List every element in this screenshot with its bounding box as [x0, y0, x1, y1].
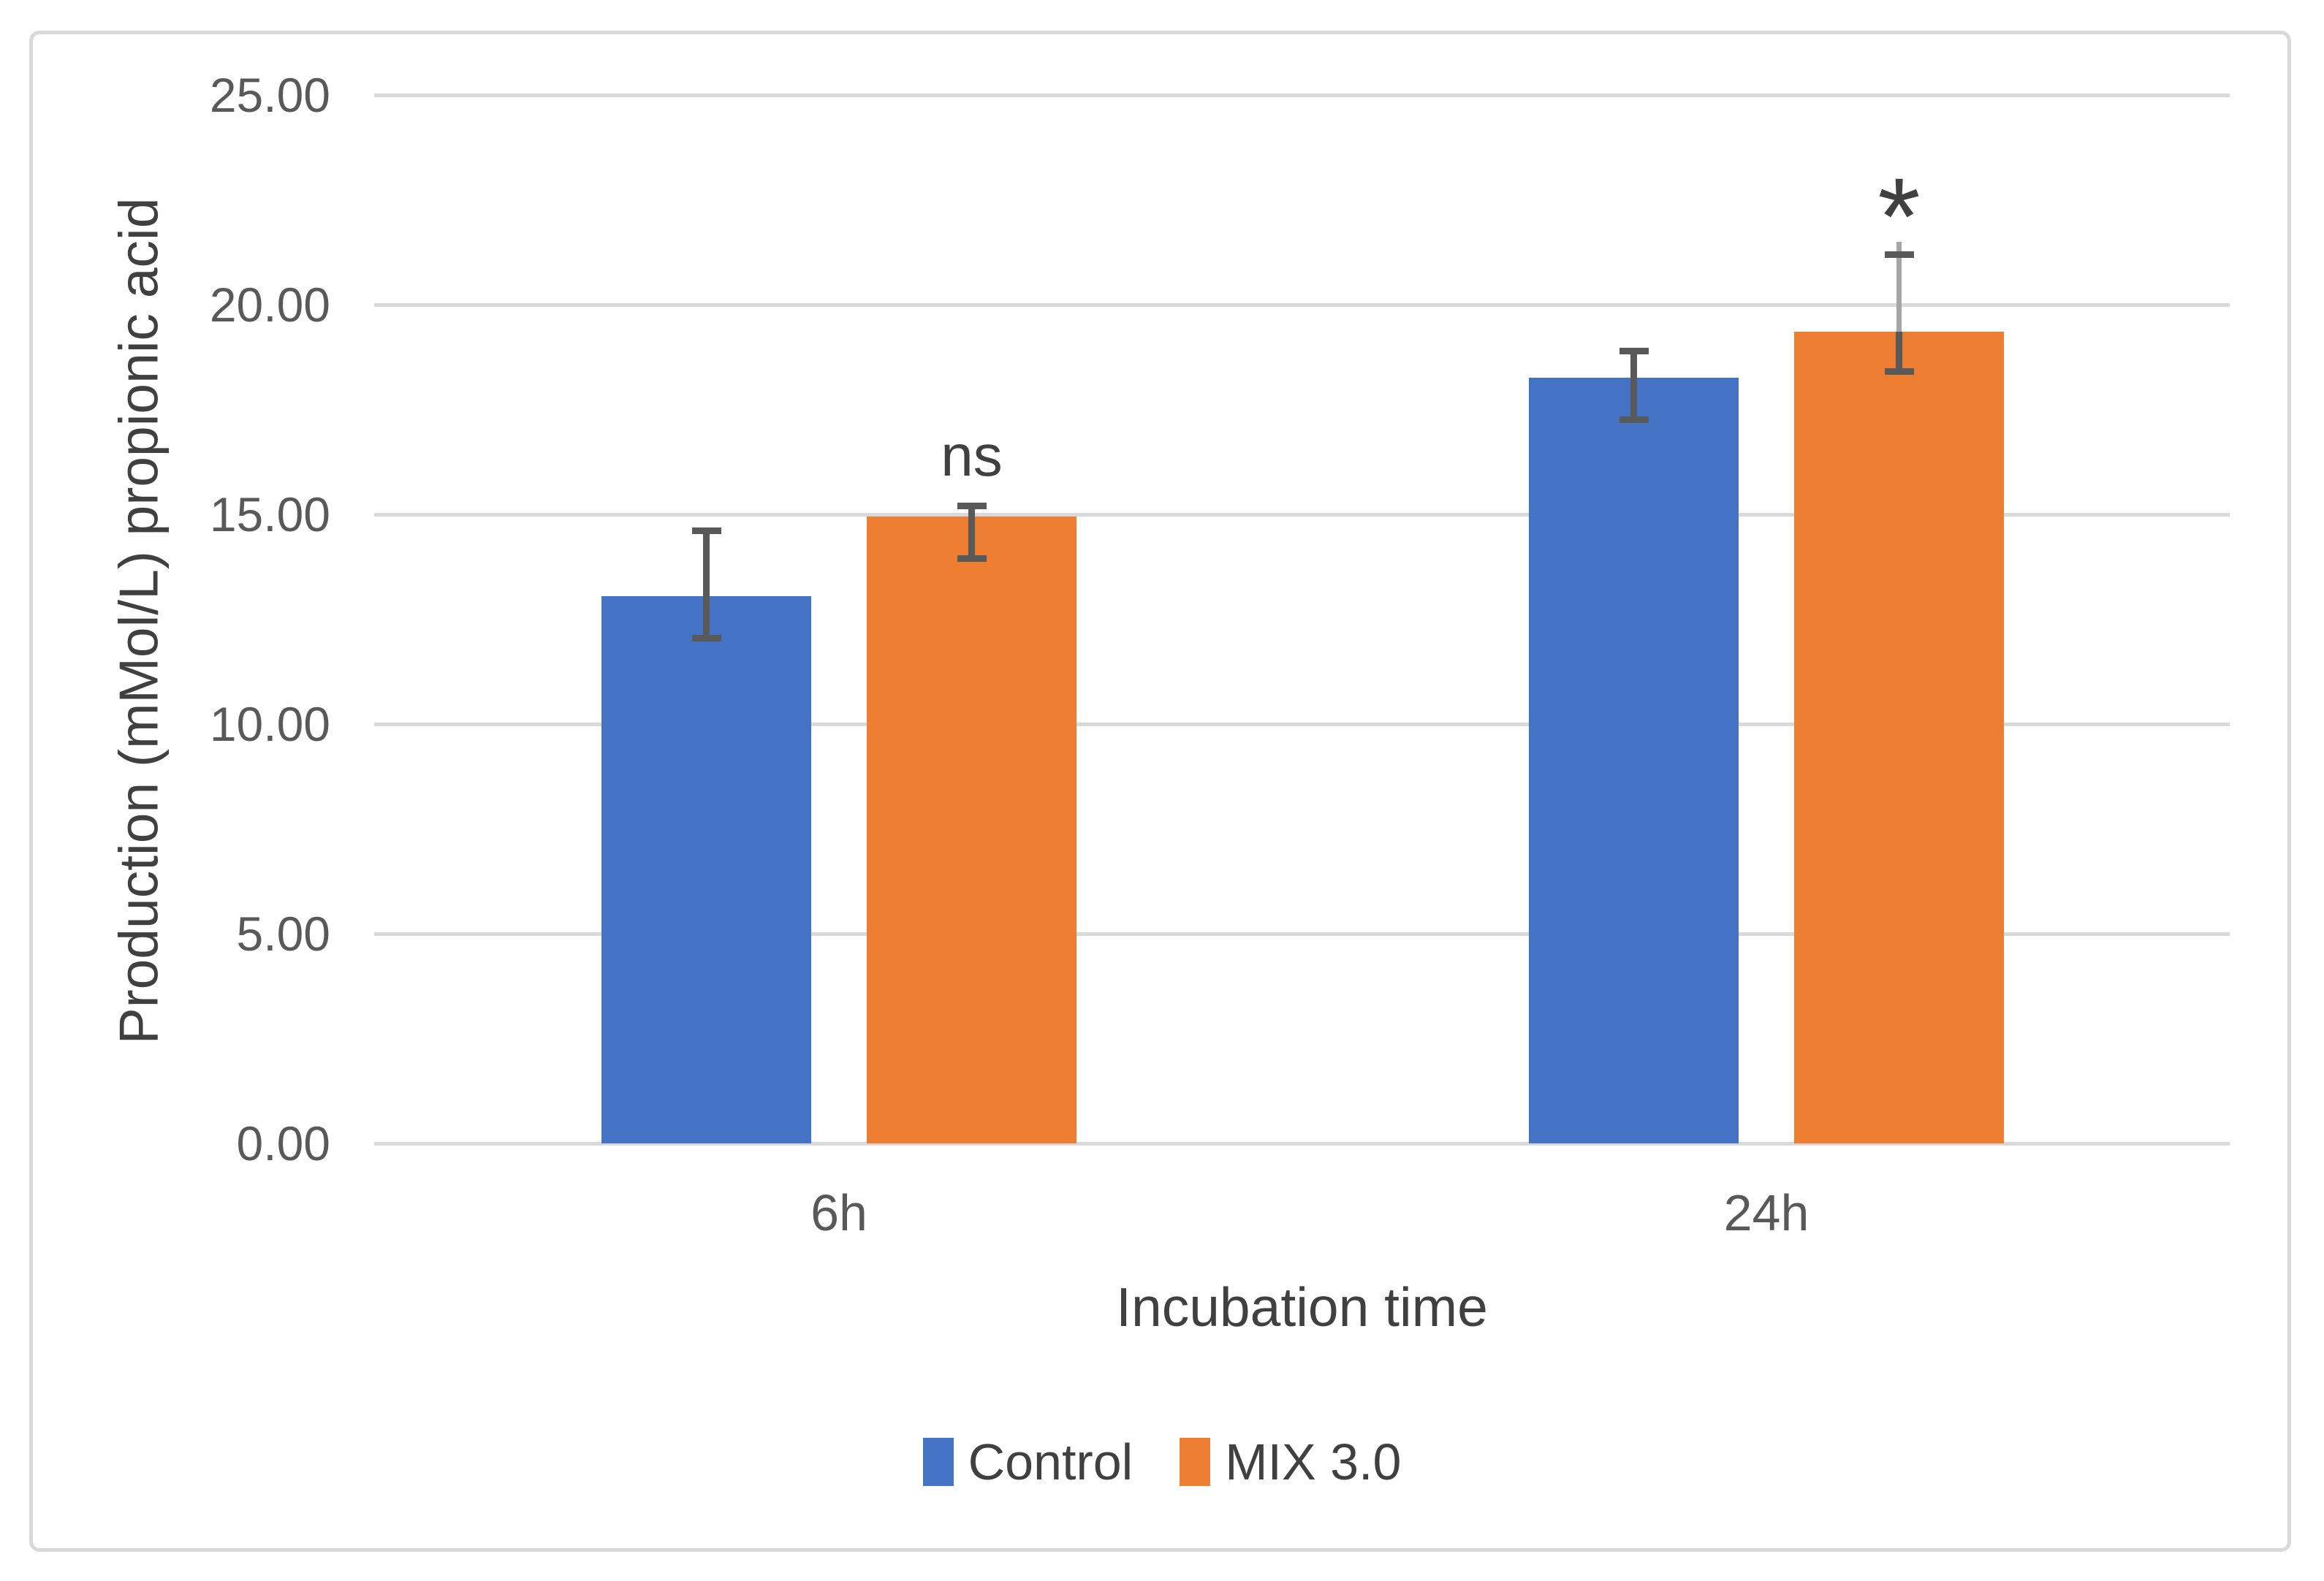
error-bar-cap-bottom — [957, 555, 987, 562]
error-bar-line-light — [1896, 241, 1902, 332]
y-tick-label: 25.00 — [209, 68, 330, 122]
chart-border — [29, 31, 2291, 1552]
y-tick-label: 10.00 — [209, 697, 330, 751]
legend-label: MIX 3.0 — [1225, 1433, 1402, 1490]
legend-label: Control — [968, 1433, 1133, 1490]
error-bar-cap-bottom — [1619, 416, 1649, 424]
error-bar-cap-bottom — [691, 634, 721, 641]
y-tick-label: 0.00 — [236, 1116, 330, 1170]
error-bar-line — [968, 506, 975, 559]
gridline-5.00 — [374, 932, 2230, 936]
x-category-label-6h: 6h — [810, 1184, 867, 1241]
y-tick-label: 20.00 — [209, 278, 330, 332]
error-bar-line — [703, 530, 710, 639]
error-bar-cap-top — [691, 527, 721, 535]
gridline-20.00 — [374, 303, 2230, 307]
significance-annotation: * — [1877, 154, 1921, 278]
error-bar-cap-bottom — [1884, 368, 1914, 376]
x-axis-title: Incubation time — [1116, 1276, 1488, 1338]
legend-item-Control: Control — [922, 1433, 1133, 1490]
legend-item-MIX 3.0: MIX 3.0 — [1180, 1436, 1401, 1487]
gridline-25.00 — [374, 94, 2230, 97]
bar-Control-24h — [1529, 378, 1739, 1143]
legend-swatch — [922, 1438, 954, 1486]
y-tick-label: 5.00 — [236, 907, 330, 961]
legend: Control MIX 3.0 — [0, 1436, 2324, 1487]
error-bar-cap-top — [1619, 347, 1649, 354]
error-bar-cap-top — [957, 503, 987, 510]
bar-MIX 3.0-24h — [1794, 332, 2004, 1143]
gridline-0.00 — [374, 1142, 2230, 1146]
bar-MIX 3.0-6h — [867, 516, 1076, 1143]
error-bar-cap-top — [1884, 251, 1914, 258]
error-bar-line — [1896, 332, 1902, 372]
significance-annotation: ns — [941, 422, 1003, 488]
x-category-label-24h: 24h — [1723, 1184, 1810, 1241]
gridline-10.00 — [374, 723, 2230, 726]
gridline-15.00 — [374, 513, 2230, 517]
bar-Control-6h — [601, 595, 811, 1143]
y-tick-label: 15.00 — [209, 487, 330, 541]
legend-swatch — [1180, 1438, 1211, 1486]
error-bar-line — [1630, 351, 1637, 420]
